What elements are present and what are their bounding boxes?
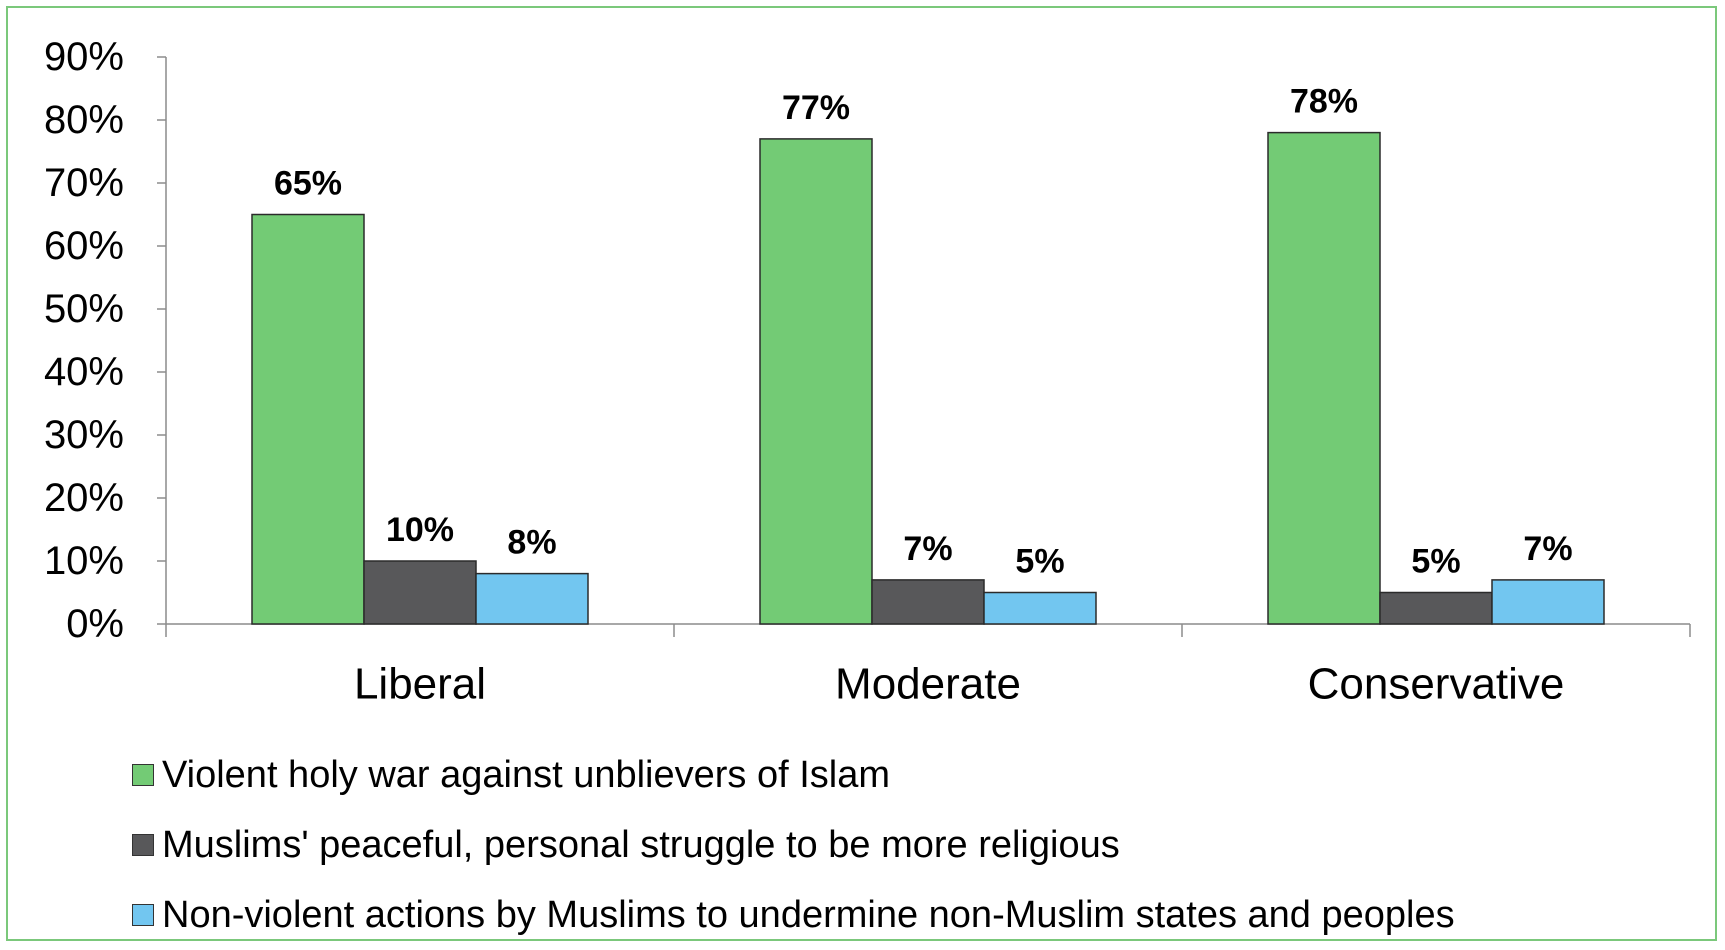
- data-label: 10%: [386, 511, 454, 549]
- legend-swatch: [132, 834, 154, 856]
- category-label: Conservative: [1308, 660, 1565, 709]
- y-tick-label: 30%: [44, 413, 124, 457]
- bar: [1267, 131, 1381, 625]
- y-tick-label: 80%: [44, 98, 124, 142]
- bar: [1379, 591, 1493, 625]
- legend: Violent holy war against unblievers of I…: [132, 740, 1455, 950]
- legend-label: Non-violent actions by Muslims to underm…: [162, 893, 1455, 936]
- y-tick-label: 10%: [44, 539, 124, 583]
- data-label: 5%: [1015, 543, 1064, 581]
- y-tick-label: 70%: [44, 161, 124, 205]
- bar: [475, 572, 589, 625]
- bar: [1491, 579, 1605, 625]
- data-label: 7%: [903, 530, 952, 568]
- data-label: 8%: [507, 524, 556, 562]
- legend-label: Violent holy war against unblievers of I…: [162, 753, 891, 796]
- data-label: 5%: [1411, 543, 1460, 581]
- y-tick-label: 60%: [44, 224, 124, 268]
- legend-item: Violent holy war against unblievers of I…: [132, 740, 1455, 810]
- category-label: Liberal: [354, 660, 486, 709]
- y-tick-label: 90%: [44, 35, 124, 79]
- legend-swatch: [132, 904, 154, 926]
- legend-item: Non-violent actions by Muslims to underm…: [132, 880, 1455, 950]
- data-label: 65%: [274, 165, 342, 203]
- bar: [759, 138, 873, 625]
- bar: [871, 579, 985, 625]
- data-label: 7%: [1523, 530, 1572, 568]
- bar: [363, 560, 477, 625]
- bar: [251, 213, 365, 625]
- legend-swatch: [132, 764, 154, 786]
- category-label: Moderate: [835, 660, 1021, 709]
- bar: [983, 591, 1097, 625]
- data-label: 78%: [1290, 83, 1358, 121]
- y-tick-label: 40%: [44, 350, 124, 394]
- legend-item: Muslims' peaceful, personal struggle to …: [132, 810, 1455, 880]
- y-tick-label: 50%: [44, 287, 124, 331]
- data-label: 77%: [782, 89, 850, 127]
- y-tick-label: 0%: [66, 602, 124, 646]
- legend-label: Muslims' peaceful, personal struggle to …: [162, 823, 1120, 866]
- y-tick-label: 20%: [44, 476, 124, 520]
